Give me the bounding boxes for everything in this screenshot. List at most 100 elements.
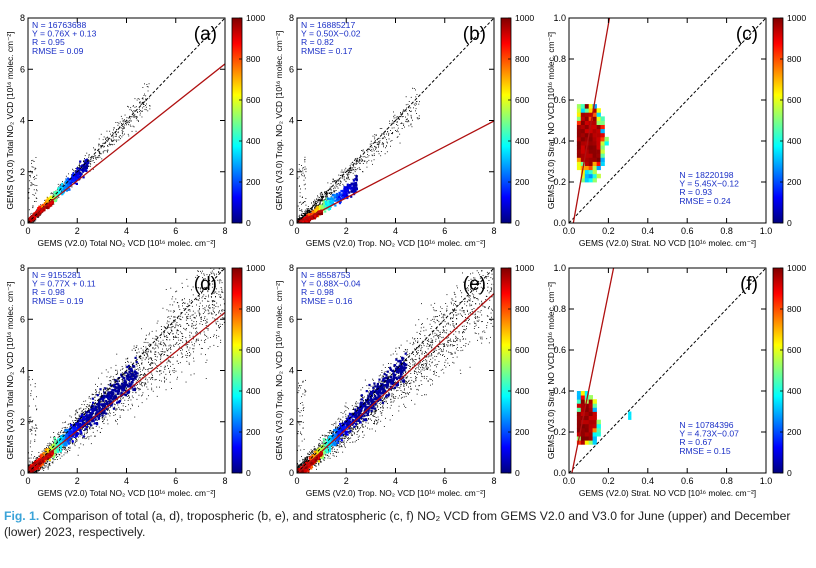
scatter-point [198,309,200,311]
scatter-point [169,318,171,320]
scatter-point [28,465,30,467]
scatter-point [148,97,150,99]
scatter-point [133,347,135,349]
scatter-point [114,383,116,385]
scatter-point [388,132,390,134]
histogram-cell [580,104,586,109]
scatter-point [136,345,138,347]
colorbar-tick-label: 0 [515,218,520,228]
scatter-point [79,433,81,435]
scatter-point [61,430,63,431]
scatter-point [349,172,351,173]
scatter-point [108,144,110,145]
scatter-point [416,94,418,95]
scatter-point [370,150,371,151]
density-point [350,186,354,189]
scatter-point [172,311,174,313]
histogram-cell [592,120,597,125]
scatter-point [98,143,100,145]
scatter-point [359,162,361,164]
scatter-point [135,355,137,357]
scatter-point [378,153,380,155]
scatter-point [176,322,178,323]
scatter-point [382,137,384,139]
scatter-point [77,169,79,171]
scatter-point [323,196,324,198]
scatter-point [376,150,378,152]
scatter-point [121,130,123,131]
scatter-point [149,364,150,366]
scatter-point [326,193,328,195]
scatter-point [145,105,146,106]
scatter-point [383,146,384,148]
scatter-point [330,196,332,198]
density-point [38,206,42,209]
scatter-point [185,381,187,383]
scatter-point [74,420,76,421]
scatter-point [74,443,75,445]
colorbar-tick-label: 600 [515,95,530,105]
scatter-point [392,132,394,133]
scatter-point [139,101,140,103]
scatter-point [70,442,71,444]
histogram-cell [588,177,593,183]
scatter-point [373,159,375,161]
scatter-point [143,346,144,347]
scatter-point [164,380,166,382]
scatter-point [194,317,196,319]
scatter-point [185,339,187,341]
scatter-point [405,104,407,106]
scatter-point [141,110,143,112]
scatter-point [158,340,160,342]
scatter-point [76,412,78,414]
scatter-point [126,122,128,123]
scatter-point [368,155,370,157]
scatter-point [103,136,105,138]
scatter-point [88,405,90,407]
scatter-point [301,173,302,175]
scatter-point [94,148,96,150]
scatter-point [362,159,363,161]
scatter-point [412,119,413,121]
density-point [67,183,70,186]
scatter-point [396,121,398,123]
scatter-point [136,119,138,121]
scatter-point [79,162,81,164]
scatter-point [35,201,37,202]
scatter-point [150,351,152,353]
scatter-point [202,289,204,291]
density-point [343,186,346,189]
scatter-point [57,453,59,455]
density-point [33,215,36,218]
scatter-point [115,408,117,410]
scatter-point [81,404,83,405]
scatter-point [88,160,90,162]
density-point [324,204,327,207]
scatter-point [184,303,186,304]
scatter-point [160,372,162,374]
scatter-point [349,170,351,172]
scatter-point [63,182,65,184]
scatter-point [145,369,147,370]
scatter-point [374,145,375,147]
scatter-point [302,215,304,217]
scatter-point [133,126,135,128]
colorbar-tick-label: 400 [787,136,802,146]
scatter-point [175,325,177,327]
scatter-point [122,405,124,407]
scatter-point [143,351,145,353]
density-point [37,213,40,216]
scatter-point [192,348,194,350]
scatter-point [116,139,118,141]
density-point [326,204,329,207]
scatter-point [31,461,33,463]
histogram-cell [592,141,597,146]
density-point [50,196,53,200]
scatter-point [48,446,50,448]
scatter-point [314,208,315,210]
scatter-point [205,298,206,300]
scatter-point [134,368,136,370]
scatter-point [298,164,300,165]
scatter-point [103,420,104,422]
scatter-point [136,352,137,354]
